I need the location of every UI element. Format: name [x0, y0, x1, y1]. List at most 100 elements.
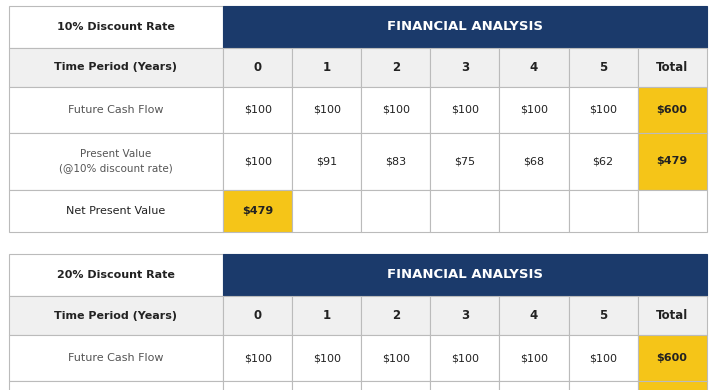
- Bar: [430, 381, 499, 390]
- Text: $83: $83: [385, 156, 406, 166]
- Text: Future Cash Flow: Future Cash Flow: [68, 105, 164, 115]
- Bar: [361, 335, 430, 381]
- Text: 0: 0: [254, 61, 262, 74]
- Text: 3: 3: [461, 61, 469, 74]
- Text: 5: 5: [599, 61, 607, 74]
- Bar: [223, 254, 707, 296]
- Bar: [569, 381, 638, 390]
- Bar: [9, 87, 223, 133]
- Text: $479: $479: [656, 156, 688, 166]
- Text: 1: 1: [323, 61, 331, 74]
- Text: $479: $479: [242, 206, 273, 216]
- Bar: [569, 133, 638, 190]
- Bar: [292, 296, 361, 335]
- Bar: [569, 296, 638, 335]
- Text: $100: $100: [244, 353, 272, 363]
- Bar: [292, 87, 361, 133]
- Text: 20% Discount Rate: 20% Discount Rate: [57, 270, 175, 280]
- Bar: [499, 335, 569, 381]
- Text: $100: $100: [313, 105, 341, 115]
- Bar: [223, 335, 292, 381]
- Text: Net Present Value: Net Present Value: [66, 206, 166, 216]
- Text: 3: 3: [461, 309, 469, 322]
- Bar: [9, 254, 223, 296]
- Text: Time Period (Years): Time Period (Years): [55, 310, 177, 321]
- Text: $100: $100: [589, 105, 617, 115]
- Text: 1: 1: [323, 309, 331, 322]
- Text: $100: $100: [451, 105, 479, 115]
- Bar: [638, 335, 707, 381]
- Text: $600: $600: [656, 105, 688, 115]
- Text: 4: 4: [530, 309, 538, 322]
- Text: 5: 5: [599, 309, 607, 322]
- Bar: [292, 190, 361, 232]
- Text: $91: $91: [316, 156, 337, 166]
- Bar: [361, 190, 430, 232]
- Text: Present Value
(@10% discount rate): Present Value (@10% discount rate): [59, 149, 173, 173]
- Bar: [223, 190, 292, 232]
- Text: 2: 2: [392, 309, 400, 322]
- Bar: [292, 48, 361, 87]
- Bar: [361, 133, 430, 190]
- Bar: [223, 296, 292, 335]
- Text: $100: $100: [520, 105, 548, 115]
- Text: $100: $100: [313, 353, 341, 363]
- Text: $600: $600: [656, 353, 688, 363]
- Bar: [638, 87, 707, 133]
- Bar: [292, 335, 361, 381]
- Text: $68: $68: [523, 156, 545, 166]
- Bar: [569, 48, 638, 87]
- Bar: [9, 296, 223, 335]
- Bar: [430, 335, 499, 381]
- Bar: [638, 133, 707, 190]
- Bar: [499, 48, 569, 87]
- Bar: [223, 87, 292, 133]
- Bar: [499, 133, 569, 190]
- Bar: [9, 381, 223, 390]
- Bar: [9, 190, 223, 232]
- Bar: [569, 335, 638, 381]
- Bar: [361, 48, 430, 87]
- Bar: [292, 133, 361, 190]
- Bar: [569, 190, 638, 232]
- Bar: [638, 190, 707, 232]
- Bar: [430, 190, 499, 232]
- Text: 2: 2: [392, 61, 400, 74]
- Text: Future Cash Flow: Future Cash Flow: [68, 353, 164, 363]
- Text: $75: $75: [454, 156, 475, 166]
- Bar: [638, 48, 707, 87]
- Bar: [361, 381, 430, 390]
- Text: $100: $100: [520, 353, 548, 363]
- Text: Total: Total: [656, 309, 688, 322]
- Text: $100: $100: [244, 105, 272, 115]
- Bar: [430, 296, 499, 335]
- Bar: [430, 87, 499, 133]
- Text: 10% Discount Rate: 10% Discount Rate: [57, 22, 175, 32]
- Bar: [430, 48, 499, 87]
- Bar: [430, 133, 499, 190]
- Text: FINANCIAL ANALYSIS: FINANCIAL ANALYSIS: [387, 20, 543, 34]
- Text: $100: $100: [244, 156, 272, 166]
- Text: $100: $100: [451, 353, 479, 363]
- Text: 0: 0: [254, 309, 262, 322]
- Text: $100: $100: [382, 353, 410, 363]
- Bar: [569, 87, 638, 133]
- Text: FINANCIAL ANALYSIS: FINANCIAL ANALYSIS: [387, 268, 543, 282]
- Bar: [638, 296, 707, 335]
- Bar: [361, 87, 430, 133]
- Bar: [9, 133, 223, 190]
- Bar: [9, 6, 223, 48]
- Bar: [361, 296, 430, 335]
- Text: Time Period (Years): Time Period (Years): [55, 62, 177, 73]
- Bar: [9, 335, 223, 381]
- Text: 4: 4: [530, 61, 538, 74]
- Bar: [223, 381, 292, 390]
- Bar: [9, 48, 223, 87]
- Text: $62: $62: [593, 156, 614, 166]
- Bar: [638, 381, 707, 390]
- Bar: [499, 87, 569, 133]
- Text: $100: $100: [589, 353, 617, 363]
- Bar: [499, 190, 569, 232]
- Bar: [223, 6, 707, 48]
- Bar: [223, 48, 292, 87]
